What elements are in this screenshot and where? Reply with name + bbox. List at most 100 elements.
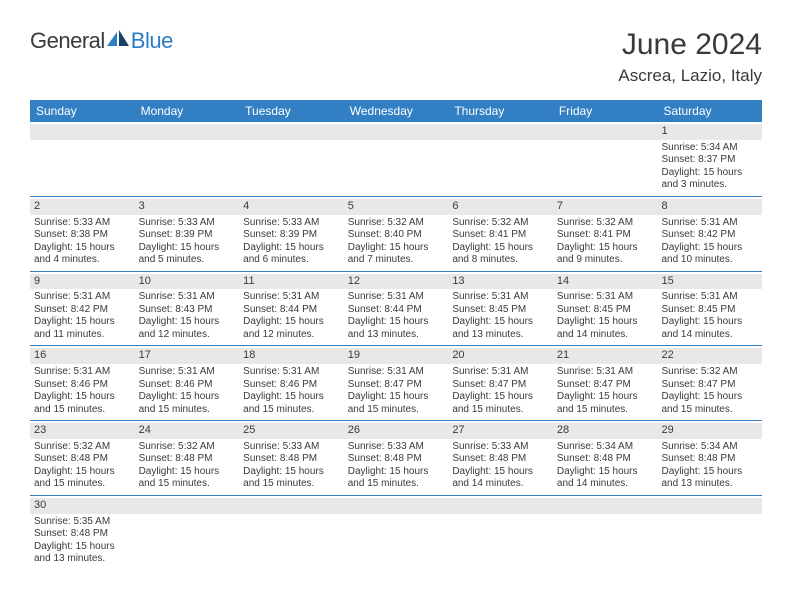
day-number-empty: [135, 124, 240, 140]
cell-d2: and 15 minutes.: [348, 404, 445, 417]
cell-d1: Daylight: 15 hours: [661, 167, 758, 180]
cell-d1: Daylight: 15 hours: [243, 466, 340, 479]
calendar-cell: 14Sunrise: 5:31 AMSunset: 8:45 PMDayligh…: [553, 272, 658, 346]
calendar-cell: 10Sunrise: 5:31 AMSunset: 8:43 PMDayligh…: [135, 272, 240, 346]
cell-d1: Daylight: 15 hours: [348, 466, 445, 479]
calendar-cell: 21Sunrise: 5:31 AMSunset: 8:47 PMDayligh…: [553, 346, 658, 420]
calendar-cell: 11Sunrise: 5:31 AMSunset: 8:44 PMDayligh…: [239, 272, 344, 346]
cell-sr: Sunrise: 5:32 AM: [661, 366, 758, 379]
calendar-cell: 15Sunrise: 5:31 AMSunset: 8:45 PMDayligh…: [657, 272, 762, 346]
brand-part1: General: [30, 28, 105, 54]
calendar-cell: [239, 122, 344, 196]
cell-d2: and 15 minutes.: [452, 404, 549, 417]
day-number: 25: [239, 423, 344, 439]
cell-ss: Sunset: 8:45 PM: [661, 304, 758, 317]
cell-d1: Daylight: 15 hours: [661, 242, 758, 255]
calendar-cell: 18Sunrise: 5:31 AMSunset: 8:46 PMDayligh…: [239, 346, 344, 420]
day-number: 2: [30, 199, 135, 215]
cell-d2: and 9 minutes.: [557, 254, 654, 267]
day-number: 21: [553, 348, 658, 364]
cell-sr: Sunrise: 5:31 AM: [661, 217, 758, 230]
cell-sr: Sunrise: 5:31 AM: [243, 366, 340, 379]
day-header: Sunday: [30, 100, 135, 122]
day-number-empty: [239, 124, 344, 140]
cell-ss: Sunset: 8:42 PM: [661, 229, 758, 242]
day-number: 12: [344, 274, 449, 290]
calendar-cell: 29Sunrise: 5:34 AMSunset: 8:48 PMDayligh…: [657, 421, 762, 495]
cell-d2: and 15 minutes.: [34, 404, 131, 417]
day-number: 16: [30, 348, 135, 364]
cell-ss: Sunset: 8:42 PM: [34, 304, 131, 317]
calendar-cell: 9Sunrise: 5:31 AMSunset: 8:42 PMDaylight…: [30, 272, 135, 346]
cell-sr: Sunrise: 5:32 AM: [452, 217, 549, 230]
day-header: Saturday: [657, 100, 762, 122]
day-header: Tuesday: [239, 100, 344, 122]
calendar-cell: 6Sunrise: 5:32 AMSunset: 8:41 PMDaylight…: [448, 197, 553, 271]
cell-ss: Sunset: 8:47 PM: [348, 379, 445, 392]
cell-d1: Daylight: 15 hours: [348, 391, 445, 404]
cell-ss: Sunset: 8:48 PM: [661, 453, 758, 466]
cell-sr: Sunrise: 5:32 AM: [139, 441, 236, 454]
cell-sr: Sunrise: 5:31 AM: [452, 366, 549, 379]
day-number-empty: [448, 498, 553, 514]
cell-d2: and 10 minutes.: [661, 254, 758, 267]
day-number: 24: [135, 423, 240, 439]
cell-sr: Sunrise: 5:31 AM: [348, 366, 445, 379]
cell-sr: Sunrise: 5:33 AM: [243, 441, 340, 454]
cell-sr: Sunrise: 5:32 AM: [557, 217, 654, 230]
cell-d2: and 15 minutes.: [139, 478, 236, 491]
cell-d2: and 13 minutes.: [34, 553, 131, 566]
cell-ss: Sunset: 8:38 PM: [34, 229, 131, 242]
calendar-cell: 16Sunrise: 5:31 AMSunset: 8:46 PMDayligh…: [30, 346, 135, 420]
cell-d2: and 14 minutes.: [661, 329, 758, 342]
cell-sr: Sunrise: 5:34 AM: [661, 441, 758, 454]
cell-ss: Sunset: 8:39 PM: [139, 229, 236, 242]
cell-d1: Daylight: 15 hours: [661, 316, 758, 329]
cell-sr: Sunrise: 5:32 AM: [348, 217, 445, 230]
cell-d1: Daylight: 15 hours: [661, 391, 758, 404]
cell-sr: Sunrise: 5:32 AM: [34, 441, 131, 454]
day-number: 11: [239, 274, 344, 290]
cell-ss: Sunset: 8:46 PM: [139, 379, 236, 392]
cell-d1: Daylight: 15 hours: [348, 316, 445, 329]
cell-sr: Sunrise: 5:31 AM: [661, 291, 758, 304]
day-number-empty: [344, 124, 449, 140]
calendar-cell: [448, 122, 553, 196]
cell-ss: Sunset: 8:48 PM: [34, 453, 131, 466]
cell-sr: Sunrise: 5:31 AM: [348, 291, 445, 304]
calendar-cell: 1Sunrise: 5:34 AMSunset: 8:37 PMDaylight…: [657, 122, 762, 196]
cell-ss: Sunset: 8:44 PM: [348, 304, 445, 317]
cell-d2: and 14 minutes.: [557, 329, 654, 342]
week-row: 9Sunrise: 5:31 AMSunset: 8:42 PMDaylight…: [30, 272, 762, 347]
calendar-cell: [239, 496, 344, 570]
cell-ss: Sunset: 8:39 PM: [243, 229, 340, 242]
cell-ss: Sunset: 8:46 PM: [243, 379, 340, 392]
cell-d2: and 15 minutes.: [243, 478, 340, 491]
cell-d1: Daylight: 15 hours: [34, 316, 131, 329]
cell-ss: Sunset: 8:47 PM: [661, 379, 758, 392]
day-header: Thursday: [448, 100, 553, 122]
cell-ss: Sunset: 8:45 PM: [452, 304, 549, 317]
calendar-cell: [448, 496, 553, 570]
cell-d1: Daylight: 15 hours: [557, 242, 654, 255]
day-number: 23: [30, 423, 135, 439]
day-number: 14: [553, 274, 658, 290]
calendar-cell: 30Sunrise: 5:35 AMSunset: 8:48 PMDayligh…: [30, 496, 135, 570]
day-number-empty: [657, 498, 762, 514]
cell-d1: Daylight: 15 hours: [452, 242, 549, 255]
calendar-cell: 22Sunrise: 5:32 AMSunset: 8:47 PMDayligh…: [657, 346, 762, 420]
cell-d2: and 5 minutes.: [139, 254, 236, 267]
day-number: 7: [553, 199, 658, 215]
cell-ss: Sunset: 8:48 PM: [348, 453, 445, 466]
calendar-cell: [344, 122, 449, 196]
calendar-cell: [553, 122, 658, 196]
calendar-cell: 5Sunrise: 5:32 AMSunset: 8:40 PMDaylight…: [344, 197, 449, 271]
cell-sr: Sunrise: 5:34 AM: [661, 142, 758, 155]
cell-d2: and 14 minutes.: [452, 478, 549, 491]
day-number: 4: [239, 199, 344, 215]
week-row: 1Sunrise: 5:34 AMSunset: 8:37 PMDaylight…: [30, 122, 762, 197]
calendar-cell: 12Sunrise: 5:31 AMSunset: 8:44 PMDayligh…: [344, 272, 449, 346]
cell-sr: Sunrise: 5:33 AM: [452, 441, 549, 454]
day-number-empty: [344, 498, 449, 514]
calendar-cell: 8Sunrise: 5:31 AMSunset: 8:42 PMDaylight…: [657, 197, 762, 271]
